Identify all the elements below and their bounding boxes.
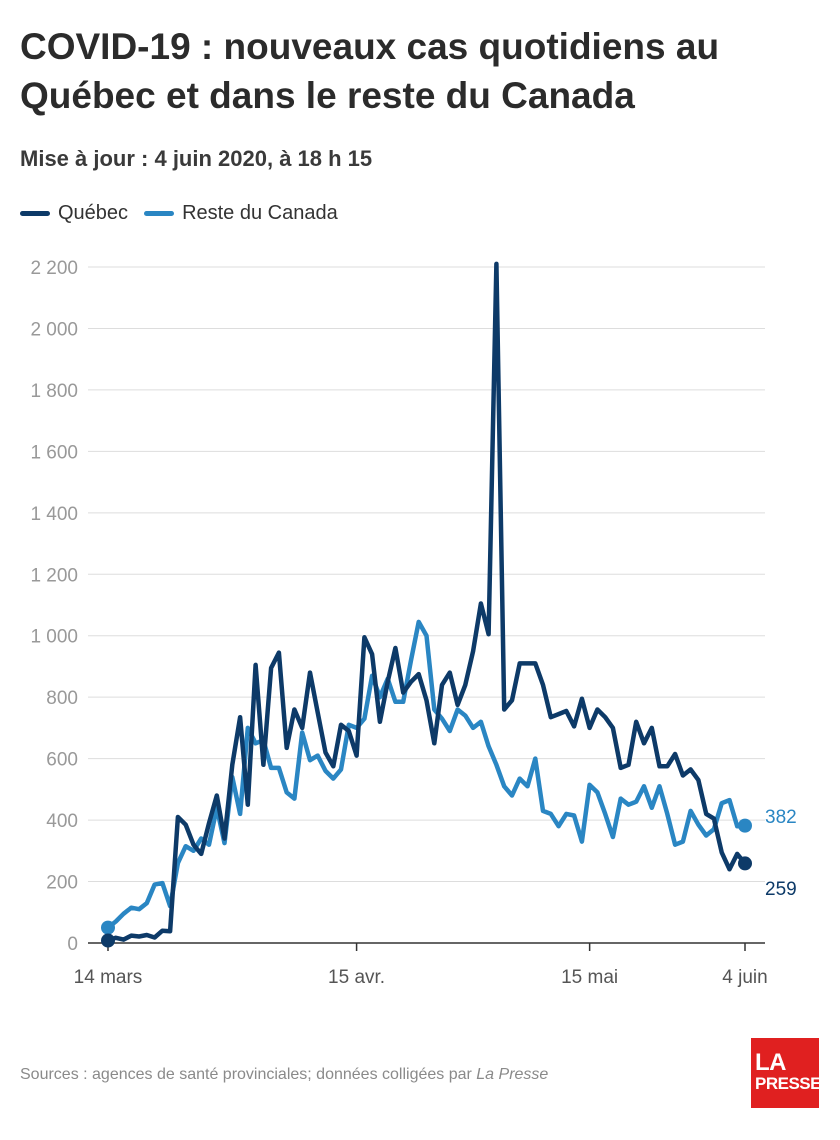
- x-tick-label: 4 juin: [722, 967, 767, 988]
- y-tick-label: 1 600: [30, 442, 78, 463]
- end-label-quebec: 259: [765, 879, 797, 900]
- end-point-quebec: [738, 856, 752, 871]
- y-tick-label: 200: [46, 873, 78, 894]
- y-tick-label: 800: [46, 688, 78, 709]
- y-tick-label: 1 200: [30, 565, 78, 586]
- legend-label-rest-of-canada: Reste du Canada: [182, 202, 338, 224]
- y-tick-label: 2 000: [30, 319, 78, 340]
- y-tick-label: 0: [67, 934, 78, 955]
- legend-label-quebec: Québec: [58, 202, 129, 224]
- start-point-quebec: [101, 933, 115, 948]
- x-tick-label: 15 avr.: [328, 967, 385, 988]
- legend-swatch-rest-of-canada: [144, 211, 175, 216]
- source-note: Sources : agences de santé provinciales;…: [20, 1066, 548, 1084]
- end-point-rest-of-canada: [738, 818, 752, 833]
- end-label-rest-of-canada: 382: [765, 807, 797, 828]
- logo-line-1: LA: [755, 1049, 787, 1076]
- legend-item-quebec: Québec: [20, 202, 128, 225]
- source-publication: La Presse: [476, 1066, 549, 1083]
- y-tick-label: 600: [46, 750, 78, 771]
- y-tick-label: 400: [46, 811, 78, 832]
- start-point-rest-of-canada: [101, 920, 115, 935]
- chart-title: COVID-19 : nouveaux cas quotidiens au Qu…: [20, 26, 720, 116]
- series-line-quebec: [105, 261, 748, 943]
- chart-legend: Québec Reste du Canada: [20, 202, 354, 225]
- x-tick-label: 15 mai: [561, 967, 618, 988]
- source-text: Sources : agences de santé provinciales;…: [20, 1066, 477, 1083]
- la-presse-logo: LA PRESSE: [751, 1038, 821, 1108]
- y-tick-label: 1 800: [30, 381, 78, 402]
- x-tick-label: 14 mars: [74, 967, 143, 988]
- y-tick-label: 1 000: [30, 627, 78, 648]
- legend-swatch-quebec: [20, 211, 50, 216]
- logo-line-2: PRESSE: [755, 1074, 821, 1093]
- series-line-rest-of-canada: [105, 619, 748, 930]
- legend-item-rest-of-canada: Reste du Canada: [144, 202, 338, 225]
- line-chart: 0 200 400 600 800 1 000 1 200 1 400 1 600 1 800 2 …: [30, 258, 797, 988]
- update-timestamp: Mise à jour : 4 juin 2020, à 18 h 15: [20, 146, 373, 171]
- y-tick-label: 1 400: [30, 504, 78, 525]
- y-tick-label: 2 200: [30, 258, 78, 279]
